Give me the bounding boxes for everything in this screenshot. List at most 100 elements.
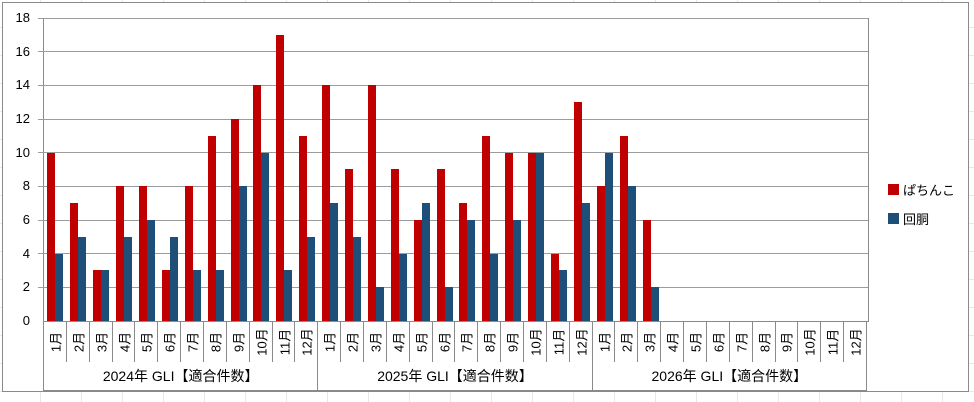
y-tick-label: 4: [22, 245, 30, 261]
category-2026-7: [731, 18, 754, 321]
category-2025-11: [548, 18, 571, 321]
y-tick-label: 0: [22, 313, 30, 328]
y-tick-label: 12: [15, 111, 30, 126]
bar-pachinko[interactable]: [596, 186, 605, 321]
bar-pachinko[interactable]: [253, 85, 262, 321]
month-tick-label: 5月: [139, 331, 155, 352]
y-tick-label: 2: [22, 279, 30, 295]
month-cell: 3月: [364, 321, 387, 362]
bar-kaido[interactable]: [604, 153, 613, 321]
month-cell: 7月: [181, 321, 205, 362]
bar-kaido[interactable]: [421, 203, 430, 321]
category-2025-9: [502, 18, 525, 321]
bar-kaido[interactable]: [147, 220, 155, 321]
month-tick-label: 8月: [482, 331, 498, 352]
y-tick-label: 6: [22, 212, 30, 227]
bar-kaido[interactable]: [398, 254, 407, 321]
bar-pachinko[interactable]: [139, 186, 147, 321]
y-tick-label: 8: [22, 178, 30, 194]
category-2026-9: [777, 18, 800, 321]
bar-pachinko[interactable]: [436, 169, 445, 321]
bar-kaido[interactable]: [169, 237, 178, 321]
bar-pachinko[interactable]: [230, 119, 239, 321]
month-tick-label: 10月: [802, 327, 818, 356]
legend[interactable]: ぱちんこ 回胴: [888, 180, 955, 228]
legend-item-kaido[interactable]: 回胴: [888, 209, 955, 228]
category-2024-7: [181, 18, 204, 321]
bar-kaido[interactable]: [307, 237, 316, 321]
bar-pachinko[interactable]: [184, 186, 193, 321]
bar-pachinko[interactable]: [573, 102, 582, 321]
bar-kaido[interactable]: [124, 237, 133, 321]
month-cell: 12月: [570, 321, 593, 362]
bar-pachinko[interactable]: [322, 85, 331, 321]
bar-kaido[interactable]: [513, 220, 522, 321]
bar-kaido[interactable]: [467, 220, 476, 321]
bar-kaido[interactable]: [444, 287, 453, 321]
bar-kaido[interactable]: [353, 237, 362, 321]
bar-kaido[interactable]: [238, 186, 247, 321]
bar-kaido[interactable]: [490, 254, 499, 321]
bar-pachinko[interactable]: [619, 136, 628, 321]
category-2024-4: [113, 18, 136, 321]
bar-pachinko[interactable]: [390, 169, 399, 321]
month-tick-label: 1月: [322, 331, 338, 352]
category-2024-1: [44, 18, 67, 321]
month-tick-label: 11月: [551, 328, 567, 355]
bar-pachinko[interactable]: [367, 85, 376, 321]
gridline: [38, 286, 868, 288]
month-tick-label: 1月: [48, 331, 64, 352]
month-tick-label: 3月: [368, 331, 384, 352]
bar-kaido[interactable]: [101, 270, 110, 321]
bar-pachinko[interactable]: [413, 220, 422, 321]
plot-area[interactable]: [38, 17, 869, 322]
bar-kaido[interactable]: [650, 287, 659, 321]
chart-frame[interactable]: 0 2 4 6 8 10 12 14 16 18 1月 2月 3月 4月 5月 6月 7月 8月 9月 10月 11月…: [2, 2, 969, 392]
category-2025-6: [433, 18, 456, 321]
month-cell: 7月: [455, 321, 479, 362]
bar-kaido[interactable]: [261, 153, 270, 321]
legend-item-pachinko[interactable]: ぱちんこ: [888, 180, 955, 199]
bar-pachinko[interactable]: [642, 220, 651, 321]
bar-pachinko[interactable]: [276, 35, 285, 321]
bar-kaido[interactable]: [536, 153, 545, 321]
month-tick-label: 9月: [505, 331, 521, 352]
month-cell: 5月: [410, 321, 433, 362]
bar-kaido[interactable]: [581, 203, 590, 321]
bar-pachinko[interactable]: [116, 186, 125, 321]
bars-layer: [44, 18, 868, 321]
bar-pachinko[interactable]: [207, 136, 216, 321]
bar-pachinko[interactable]: [93, 270, 102, 321]
bar-pachinko[interactable]: [345, 169, 354, 321]
gridline: [38, 17, 868, 19]
bar-kaido[interactable]: [284, 270, 293, 321]
bar-kaido[interactable]: [215, 270, 224, 321]
bar-pachinko[interactable]: [161, 270, 170, 321]
month-cell: 11月: [547, 321, 570, 362]
bar-pachinko[interactable]: [505, 153, 514, 321]
month-cell: 1月: [593, 321, 616, 362]
bar-kaido[interactable]: [192, 270, 201, 321]
bar-kaido[interactable]: [627, 186, 636, 321]
bar-pachinko[interactable]: [299, 136, 308, 321]
month-cell: 6月: [433, 321, 456, 362]
bar-pachinko[interactable]: [47, 153, 56, 321]
month-cell: 4月: [113, 321, 136, 362]
category-2026-8: [754, 18, 777, 321]
bar-pachinko[interactable]: [70, 203, 79, 321]
bar-pachinko[interactable]: [551, 254, 560, 321]
bar-kaido[interactable]: [559, 270, 568, 321]
category-2025-1: [319, 18, 342, 321]
bar-pachinko[interactable]: [528, 153, 537, 321]
gridline: [38, 253, 868, 255]
bar-pachinko[interactable]: [482, 136, 491, 321]
bar-kaido[interactable]: [330, 203, 339, 321]
month-tick-label: 6月: [162, 331, 178, 352]
bar-kaido[interactable]: [375, 287, 384, 321]
month-tick-label: 3月: [642, 331, 658, 352]
bar-kaido[interactable]: [78, 237, 87, 321]
legend-label-kaido: 回胴: [903, 212, 930, 227]
bar-kaido[interactable]: [55, 254, 64, 321]
bar-pachinko[interactable]: [459, 203, 468, 321]
